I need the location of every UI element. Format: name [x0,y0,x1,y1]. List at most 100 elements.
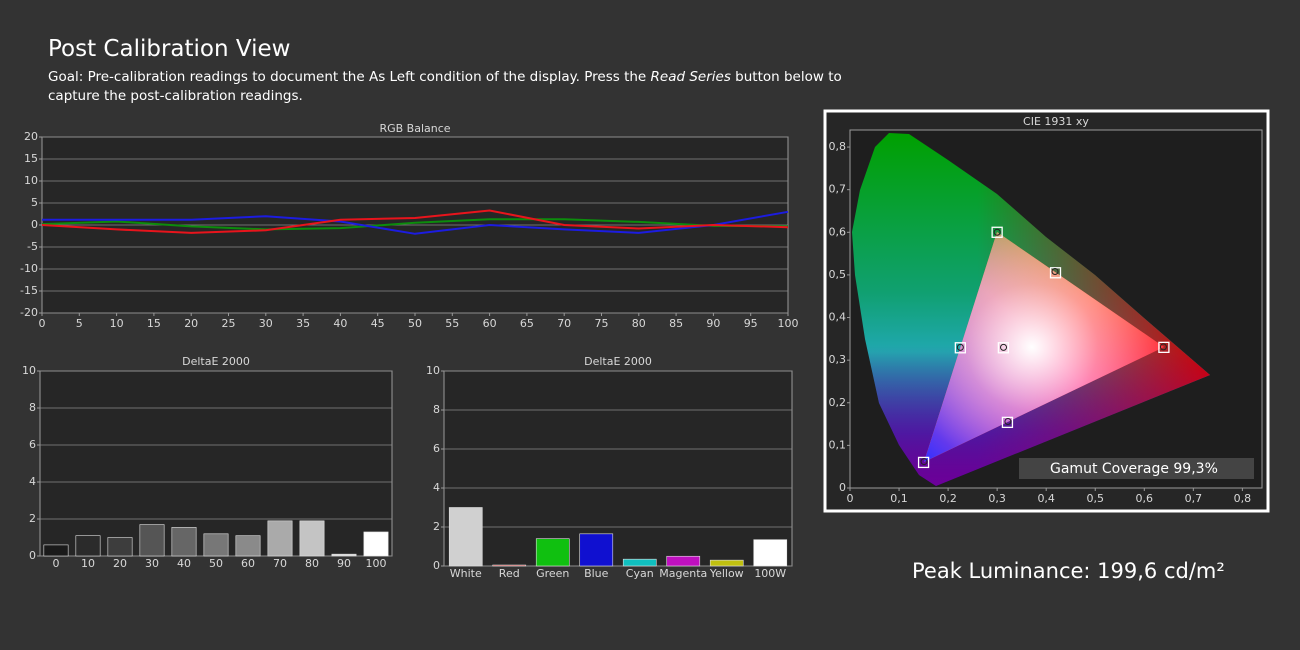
x-tick-label: 70 [273,557,287,570]
goal-emphasis: Read Series [650,69,731,85]
bar [753,539,788,567]
y-tick-label: -5 [27,240,38,253]
bar [171,527,197,557]
x-tick-label: 20 [113,557,127,570]
bar [666,555,701,567]
x-tick-label: 55 [445,317,459,330]
x-tick-label: 0,1 [890,492,908,505]
bar [267,520,293,557]
x-tick-label: 35 [296,317,310,330]
y-tick-label: 0,7 [829,183,847,196]
target-point [1049,267,1062,279]
x-tick-label: 65 [520,317,534,330]
y-tick-label: 6 [433,442,440,455]
series-line [42,210,789,235]
y-tick-label: 15 [24,152,38,165]
x-tick-label: 85 [669,317,683,330]
target-point [991,226,1003,238]
x-tick-label: 30 [145,557,159,570]
y-tick-label: 0,4 [829,311,847,324]
x-tick-label: 0 [53,557,60,570]
plot-area [443,370,793,567]
bar [43,544,69,557]
bar [299,520,325,557]
y-tick-label: 0 [29,549,36,562]
target-point [954,342,967,354]
y-tick-label: 0,5 [829,268,847,281]
measured-point [956,343,964,351]
target-point [917,456,930,469]
x-tick-label: Magenta [659,567,707,580]
x-tick-label: 90 [706,317,720,330]
x-tick-label: Blue [584,567,609,580]
y-tick-label: 2 [433,520,440,533]
chart-title: CIE 1931 xy [1023,115,1089,128]
x-tick-label: 5 [76,317,83,330]
chart-title: DeltaE 2000 [182,355,250,368]
x-tick-label: Yellow [709,567,744,580]
y-tick-label: 10 [24,174,38,187]
x-tick-label: 80 [632,317,646,330]
goal-text: Goal: Pre-calibration readings to docume… [48,68,848,106]
x-tick-label: 10 [81,557,95,570]
spectral-locus [852,133,1210,486]
gamut-coverage: Gamut Coverage 99,3% [1050,461,1218,477]
target-point [997,342,1010,354]
bar [203,533,229,557]
bar [448,507,483,567]
bar [535,538,570,567]
goal-text-part: Goal: Pre-calibration readings to docume… [48,69,651,85]
y-tick-label: 0,8 [829,140,847,153]
y-tick-label: 0 [31,218,38,231]
x-tick-label: 40 [333,317,347,330]
bar [709,559,744,567]
y-tick-label: 8 [433,403,440,416]
target-point [1158,341,1170,354]
y-tick-label: 0,3 [829,353,847,366]
measured-point [1051,267,1059,275]
bar [139,524,165,557]
plot-area [39,370,393,557]
x-tick-label: 70 [557,317,571,330]
y-tick-label: 2 [29,512,36,525]
y-tick-label: 4 [29,475,36,488]
chart-title: DeltaE 2000 [584,355,652,368]
x-tick-label: White [450,567,482,580]
x-tick-label: Green [536,567,569,580]
x-tick-label: 0,7 [1185,492,1203,505]
x-tick-label: Cyan [626,567,654,580]
y-tick-label: 6 [29,438,36,451]
x-tick-label: 15 [147,317,161,330]
y-tick-label: 5 [31,196,38,209]
x-tick-label: 90 [337,557,351,570]
bar [75,535,101,557]
peak-luminance: Peak Luminance: 199,6 cd/m² [912,559,1225,583]
x-tick-label: 0,4 [1037,492,1055,505]
x-tick-label: 0,2 [939,492,957,505]
series-line [41,218,789,231]
x-tick-label: 60 [241,557,255,570]
page-title: Post Calibration View [48,36,291,62]
series-line [41,209,789,234]
bar [492,564,527,567]
x-tick-label: 0,8 [1234,492,1252,505]
x-tick-label: 0,5 [1086,492,1104,505]
bar [579,533,614,567]
x-tick-label: 100W [754,567,786,580]
y-tick-label: 4 [433,481,440,494]
x-tick-label: 30 [259,317,273,330]
measured-point [1000,343,1008,351]
x-tick-label: 75 [595,317,609,330]
bar [622,558,657,567]
x-tick-label: 25 [222,317,236,330]
gamut-coverage-box [1019,458,1254,479]
x-tick-label: 50 [209,557,223,570]
y-tick-label: 8 [29,401,36,414]
chart-title: RGB Balance [379,122,450,135]
goal-text-part: button below to capture the post-calibra… [48,69,842,104]
target-point [1001,416,1014,429]
measured-point [993,228,1001,236]
y-tick-label: 10 [22,364,36,377]
x-tick-label: 40 [177,557,191,570]
